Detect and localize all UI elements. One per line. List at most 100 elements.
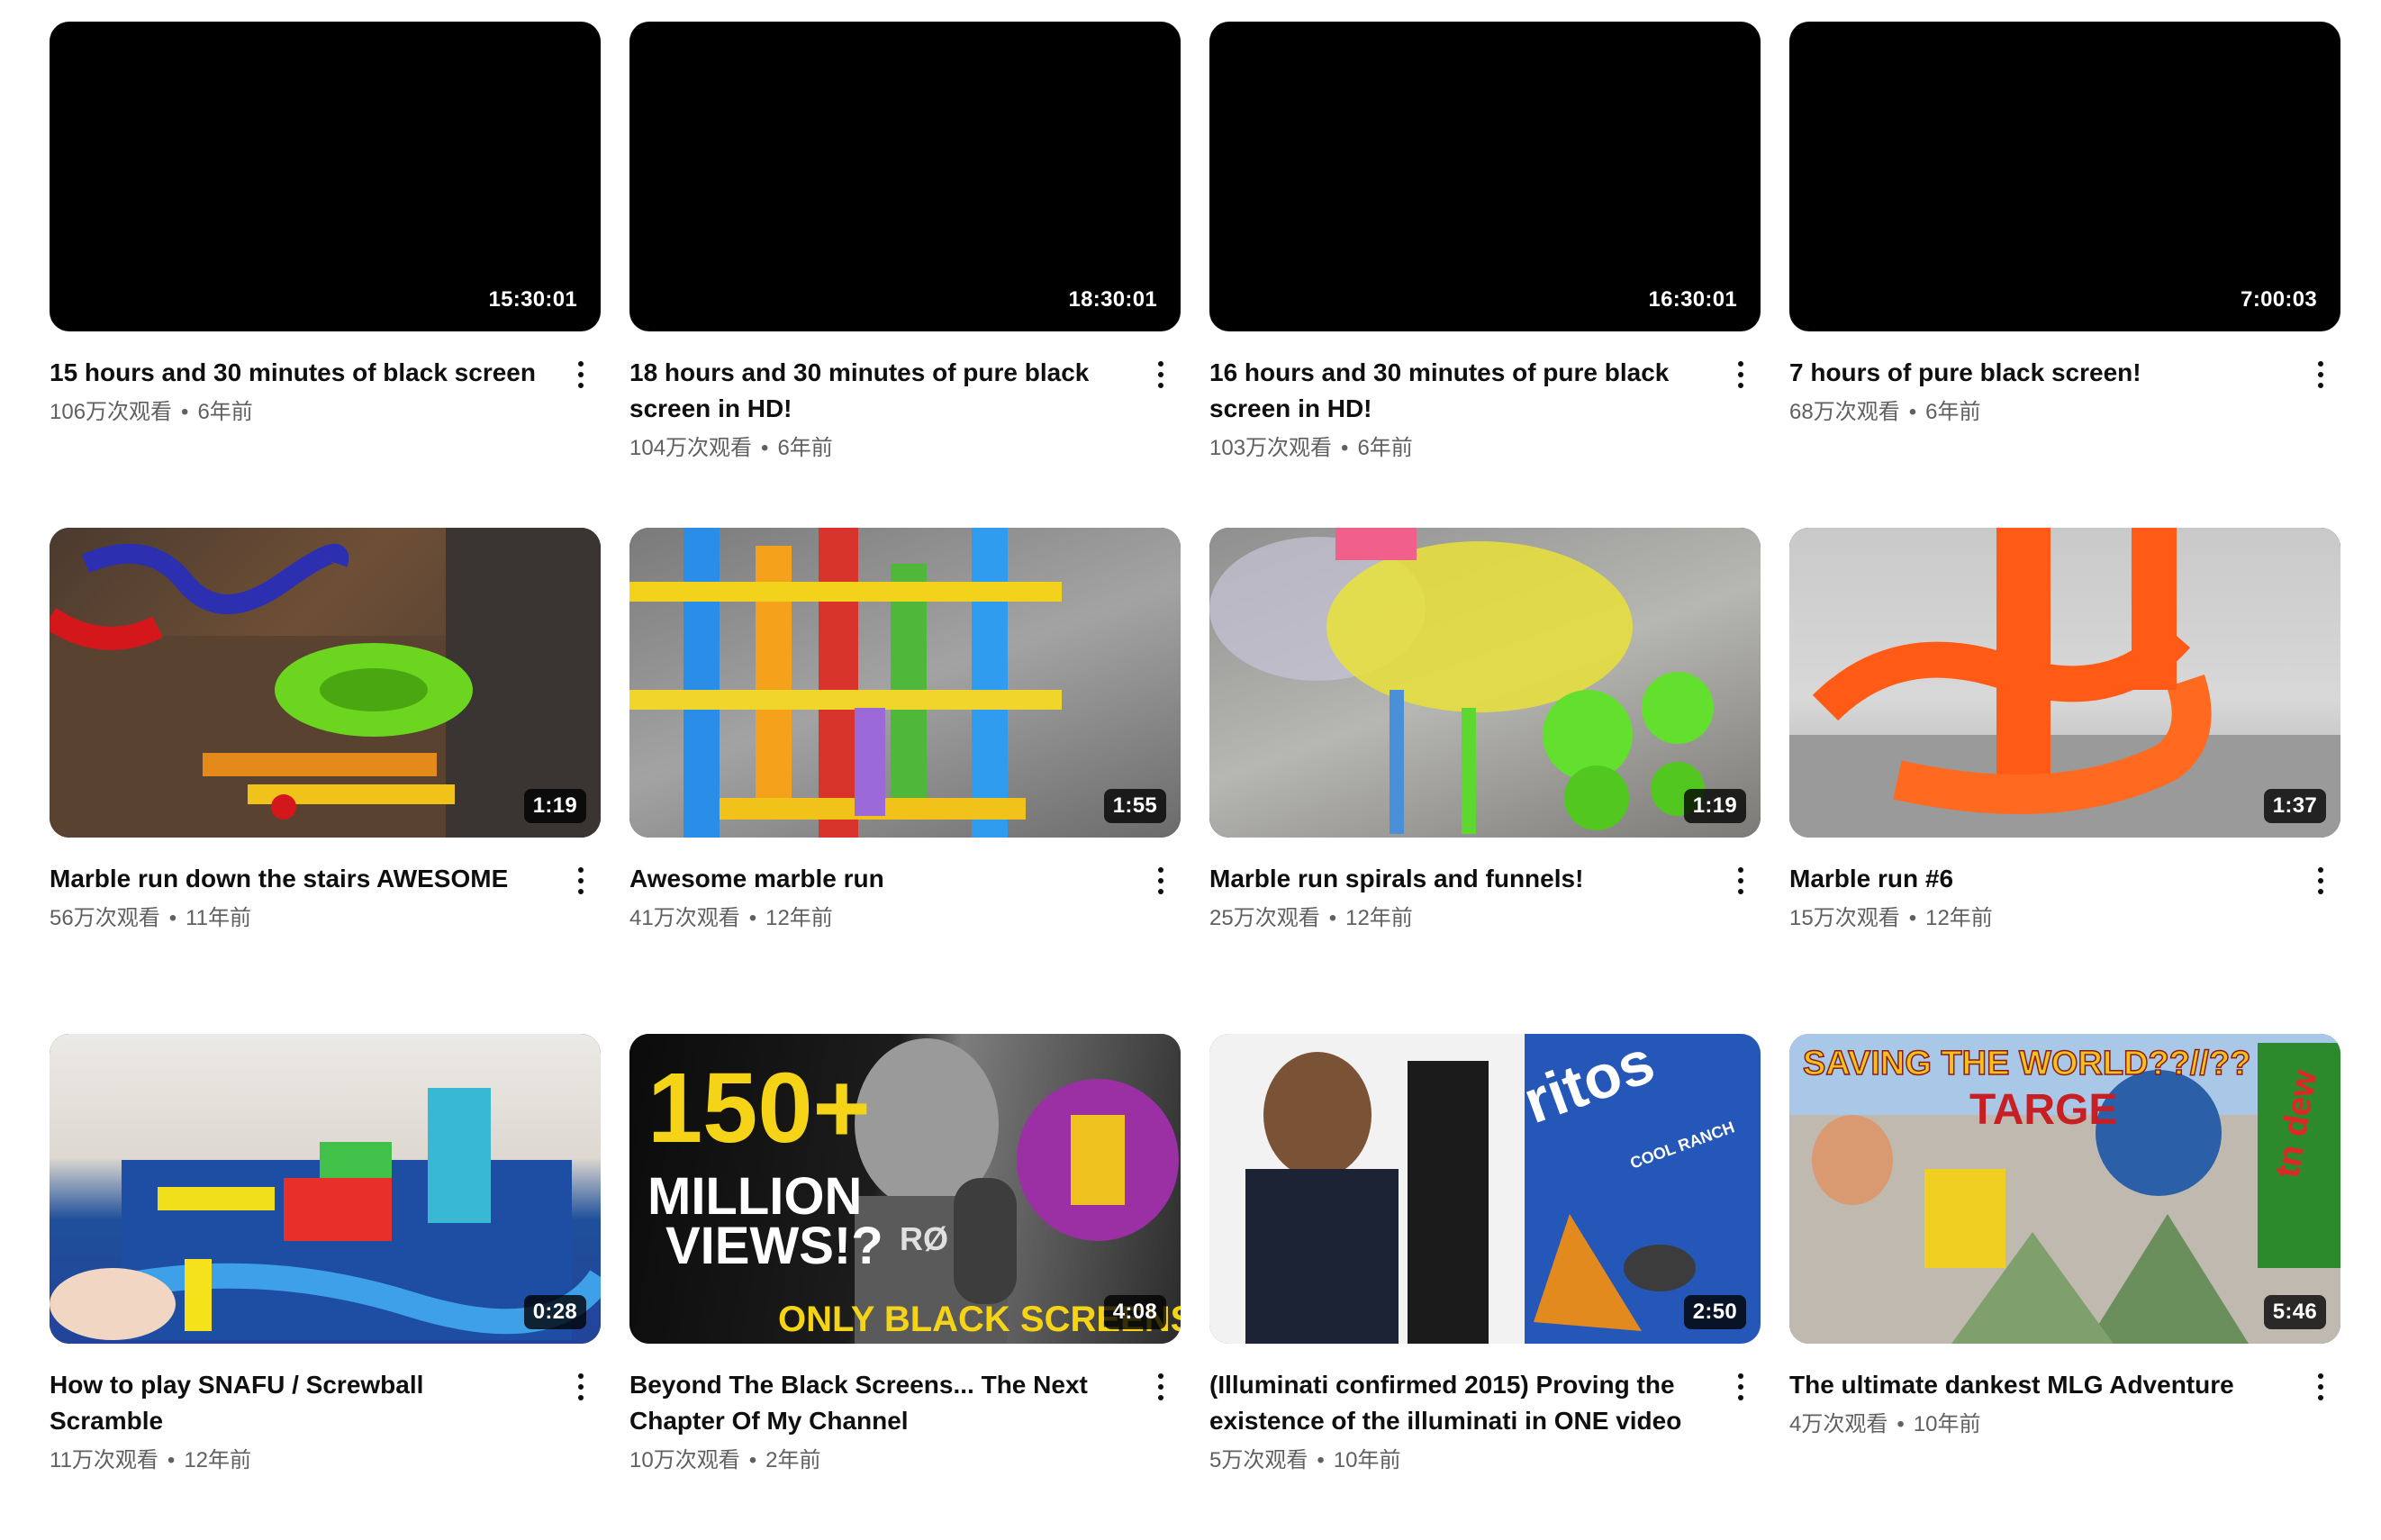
separator: • [748,906,757,930]
upload-age: 10年前 [1913,1412,1981,1436]
view-count: 10万次观看 [629,1448,740,1472]
duration-badge: 1:19 [523,789,586,823]
video-stats: 25万次观看 • 12年前 [1209,904,1703,933]
video-stats: 15万次观看 • 12年前 [1789,904,2283,933]
video-thumbnail[interactable]: 1:19 [50,528,601,838]
more-options-icon[interactable] [1145,355,1177,394]
upload-age: 6年前 [777,436,833,460]
thumbnail-image: 150+ MILLION VIEWS!? RØ ONLY BLACK SCREE… [629,1034,1181,1344]
duration-badge: 7:00:03 [2232,283,2326,317]
more-options-icon[interactable] [1725,861,1757,901]
video-thumbnail[interactable]: 1:37 [1789,528,2340,838]
separator: • [1317,1448,1325,1472]
video-stats: 11万次观看 • 12年前 [50,1446,543,1475]
video-thumbnail[interactable]: 7:00:03 [1789,22,2340,331]
separator: • [181,400,189,424]
video-title[interactable]: The ultimate dankest MLG Adventure [1789,1371,2234,1399]
more-options-icon[interactable] [1725,1367,1757,1407]
view-count: 15万次观看 [1789,906,1900,930]
video-thumbnail[interactable]: 15:30:01 [50,22,601,331]
upload-age: 12年前 [1925,906,1993,930]
video-card[interactable]: ritos COOL RANCH 2:50 (Illuminati confir… [1209,1034,1761,1540]
video-title[interactable]: 15 hours and 30 minutes of black screen [50,358,536,386]
video-stats: 106万次观看 • 6年前 [50,398,543,427]
duration-badge: 18:30:01 [1059,283,1166,317]
video-title[interactable]: Marble run #6 [1789,865,1954,892]
video-stats: 4万次观看 • 10年前 [1789,1410,2283,1439]
separator: • [1328,906,1337,930]
video-stats: 68万次观看 • 6年前 [1789,398,2283,427]
video-title[interactable]: 18 hours and 30 minutes of pure black sc… [629,358,1090,422]
video-thumbnail[interactable]: ritos COOL RANCH 2:50 [1209,1034,1761,1344]
separator: • [748,1448,757,1472]
view-count: 41万次观看 [629,906,740,930]
thumbnail-image: ritos COOL RANCH [1209,1034,1761,1344]
video-thumbnail[interactable]: SAVING THE WORLD??//?? TARGE tn dew 5:46 [1789,1034,2340,1344]
more-options-icon[interactable] [1145,861,1177,901]
video-card[interactable]: 1:19 Marble run down the stairs AWESOME … [50,528,601,1034]
video-thumbnail[interactable]: 150+ MILLION VIEWS!? RØ ONLY BLACK SCREE… [629,1034,1181,1344]
duration-badge: 1:55 [1103,789,1166,823]
video-card[interactable]: SAVING THE WORLD??//?? TARGE tn dew 5:46… [1789,1034,2340,1540]
thumb-text-150: 150+ [647,1053,871,1164]
video-stats: 103万次观看 • 6年前 [1209,434,1703,463]
thumb-text-saving: SAVING THE WORLD??//?? [1803,1045,2250,1083]
more-options-icon[interactable] [2304,1367,2337,1407]
thumbnail-image: SAVING THE WORLD??//?? TARGE tn dew [1789,1034,2340,1344]
video-card[interactable]: 1:55 Awesome marble run 41万次观看 • 12年前 [629,528,1181,1034]
thumbnail-image [1209,528,1761,838]
video-title[interactable]: (Illuminati confirmed 2015) Proving the … [1209,1371,1682,1435]
video-card[interactable]: 1:19 Marble run spirals and funnels! 25万… [1209,528,1761,1034]
video-thumbnail[interactable]: 18:30:01 [629,22,1181,331]
video-thumbnail[interactable]: 0:28 [50,1034,601,1344]
separator: • [167,1448,176,1472]
upload-age: 10年前 [1333,1448,1401,1472]
separator: • [168,906,177,930]
thumb-text-store: TARGE [1969,1086,2117,1134]
upload-age: 6年前 [1925,400,1981,424]
video-thumbnail[interactable]: 1:19 [1209,528,1761,838]
more-options-icon[interactable] [565,355,597,394]
video-card[interactable]: 0:28 How to play SNAFU / Screwball Scram… [50,1034,601,1540]
video-card[interactable]: 150+ MILLION VIEWS!? RØ ONLY BLACK SCREE… [629,1034,1181,1540]
separator: • [1897,1412,1905,1436]
video-thumbnail[interactable]: 1:55 [629,528,1181,838]
duration-badge: 4:08 [1103,1295,1166,1329]
video-stats: 5万次观看 • 10年前 [1209,1446,1703,1475]
video-card[interactable]: 7:00:03 7 hours of pure black screen! 68… [1789,22,2340,528]
thumbnail-image [629,528,1181,838]
video-card[interactable]: 15:30:01 15 hours and 30 minutes of blac… [50,22,601,528]
more-options-icon[interactable] [1725,355,1757,394]
more-options-icon[interactable] [565,861,597,901]
video-stats: 104万次观看 • 6年前 [629,434,1123,463]
thumbnail-image [1789,528,2340,838]
video-title[interactable]: How to play SNAFU / Screwball Scramble [50,1371,424,1435]
video-stats: 10万次观看 • 2年前 [629,1446,1123,1475]
video-card[interactable]: 1:37 Marble run #6 15万次观看 • 12年前 [1789,528,2340,1034]
upload-age: 2年前 [765,1448,821,1472]
more-options-icon[interactable] [565,1367,597,1407]
video-title[interactable]: Beyond The Black Screens... The Next Cha… [629,1371,1088,1435]
separator: • [1908,400,1917,424]
more-options-icon[interactable] [1145,1367,1177,1407]
more-options-icon[interactable] [2304,355,2337,394]
separator: • [1341,436,1349,460]
video-title[interactable]: Awesome marble run [629,865,884,892]
view-count: 11万次观看 [50,1448,158,1472]
separator: • [1908,906,1917,930]
video-title[interactable]: 16 hours and 30 minutes of pure black sc… [1209,358,1670,422]
thumbnail-image [50,1034,601,1344]
view-count: 25万次观看 [1209,906,1320,930]
video-card[interactable]: 18:30:01 18 hours and 30 minutes of pure… [629,22,1181,528]
duration-badge: 5:46 [2263,1295,2326,1329]
video-card[interactable]: 16:30:01 16 hours and 30 minutes of pure… [1209,22,1761,528]
video-title[interactable]: 7 hours of pure black screen! [1789,358,2141,386]
more-options-icon[interactable] [2304,861,2337,901]
duration-badge: 1:19 [1683,789,1746,823]
video-title[interactable]: Marble run down the stairs AWESOME [50,865,509,892]
video-thumbnail[interactable]: 16:30:01 [1209,22,1761,331]
upload-age: 12年前 [184,1448,252,1472]
view-count: 104万次观看 [629,436,753,460]
video-title[interactable]: Marble run spirals and funnels! [1209,865,1584,892]
video-grid: 15:30:01 15 hours and 30 minutes of blac… [50,22,2342,1540]
